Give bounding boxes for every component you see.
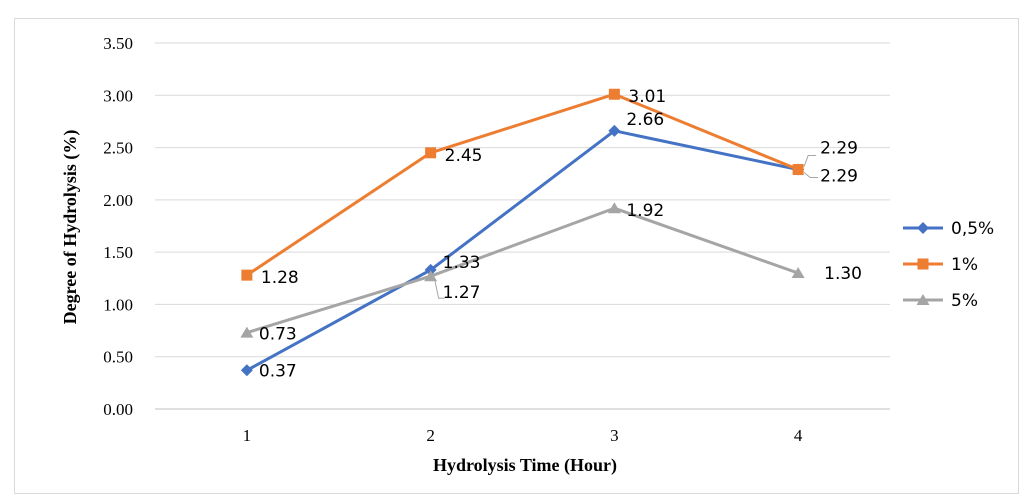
x-tick-label: 4 xyxy=(794,426,803,445)
data-label: 1.33 xyxy=(443,253,481,273)
data-label: 3.01 xyxy=(628,87,666,107)
series-line xyxy=(246,206,799,335)
data-label: 1.30 xyxy=(824,264,862,284)
legend-item: 1% xyxy=(903,255,978,275)
series-5- xyxy=(240,202,805,338)
series-line xyxy=(246,92,799,277)
legend-label: 5% xyxy=(951,291,978,311)
legend-label: 1% xyxy=(951,255,978,275)
square-marker xyxy=(608,88,620,100)
data-label: 1.92 xyxy=(626,201,664,221)
x-tick-label: 2 xyxy=(426,426,435,445)
square-marker xyxy=(241,269,253,281)
legend-item: 5% xyxy=(903,291,978,311)
series-1- xyxy=(241,88,804,281)
data-label: 1.27 xyxy=(443,283,481,303)
x-tick-label: 1 xyxy=(243,426,252,445)
y-tick-label: 1.00 xyxy=(103,295,133,314)
x-axis-title: Hydrolysis Time (Hour) xyxy=(433,455,617,476)
data-label: 0.73 xyxy=(259,325,297,345)
series-group xyxy=(240,88,805,377)
triangle-marker xyxy=(607,202,621,214)
square-marker xyxy=(917,258,929,270)
chart-frame xyxy=(14,18,1019,494)
y-tick-label: 1.50 xyxy=(103,243,133,262)
data-labels: 0.37 1.33 2.66 2.29 1.28 2.45 3.01 2.29 0.73 1.27… xyxy=(259,87,862,381)
legend-item: 0,5% xyxy=(903,219,994,239)
square-marker xyxy=(792,164,804,176)
series-0-5- xyxy=(240,124,805,377)
gridlines xyxy=(155,42,890,410)
data-label: 2.29 xyxy=(820,167,858,187)
y-tick-label: 2.00 xyxy=(103,191,133,210)
leader-line xyxy=(803,155,817,167)
diamond-marker xyxy=(917,222,929,234)
square-marker xyxy=(425,147,437,159)
diamond-marker xyxy=(424,263,437,276)
y-axis-ticks: 0.00 0.50 1.00 1.50 2.00 2.50 3.00 3.50 xyxy=(103,34,133,419)
triangle-marker xyxy=(791,267,805,279)
triangle-marker xyxy=(424,270,438,282)
triangle-marker xyxy=(240,326,254,338)
x-tick-label: 3 xyxy=(610,426,619,445)
label-leader-lines xyxy=(434,155,819,299)
data-label: 2.45 xyxy=(445,146,483,166)
series-line xyxy=(246,129,799,372)
diamond-marker xyxy=(240,364,253,377)
data-label: 2.66 xyxy=(626,110,664,130)
data-label: 0.37 xyxy=(259,361,297,381)
leader-line xyxy=(434,279,445,299)
y-tick-label: 3.50 xyxy=(103,34,133,53)
diamond-marker xyxy=(608,124,621,137)
y-tick-label: 3.00 xyxy=(103,86,133,105)
data-label: 1.28 xyxy=(261,268,299,288)
leader-line xyxy=(803,172,819,179)
data-label: 2.29 xyxy=(820,139,858,159)
y-tick-label: 2.50 xyxy=(103,139,133,158)
legend-label: 0,5% xyxy=(951,219,994,239)
y-tick-label: 0.50 xyxy=(103,348,133,367)
y-axis-title: Degree of Hydrolysis (%) xyxy=(60,130,81,325)
x-axis-ticks: 1 2 3 4 xyxy=(243,426,803,445)
triangle-marker xyxy=(916,294,930,305)
y-tick-label: 0.00 xyxy=(103,400,133,419)
legend: 0,5% 1% 5% xyxy=(903,219,994,311)
